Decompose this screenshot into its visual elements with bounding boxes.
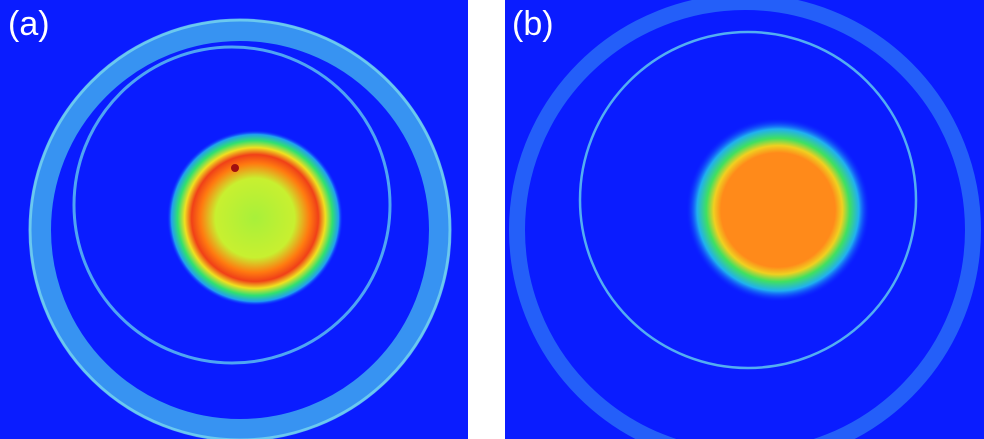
central-spot [686,118,870,302]
central-spot [167,130,343,306]
outer-ring [29,19,451,439]
spot-defect [231,164,239,172]
panel-b: (b) [505,0,984,439]
inner-ring [578,30,918,370]
outer-ring-edge [28,18,452,439]
panel-label: (a) [8,5,50,43]
outer-ring [509,0,981,439]
panel-label: (b) [512,5,554,43]
panel-a: (a) [0,0,468,439]
inner-ring [72,45,392,365]
